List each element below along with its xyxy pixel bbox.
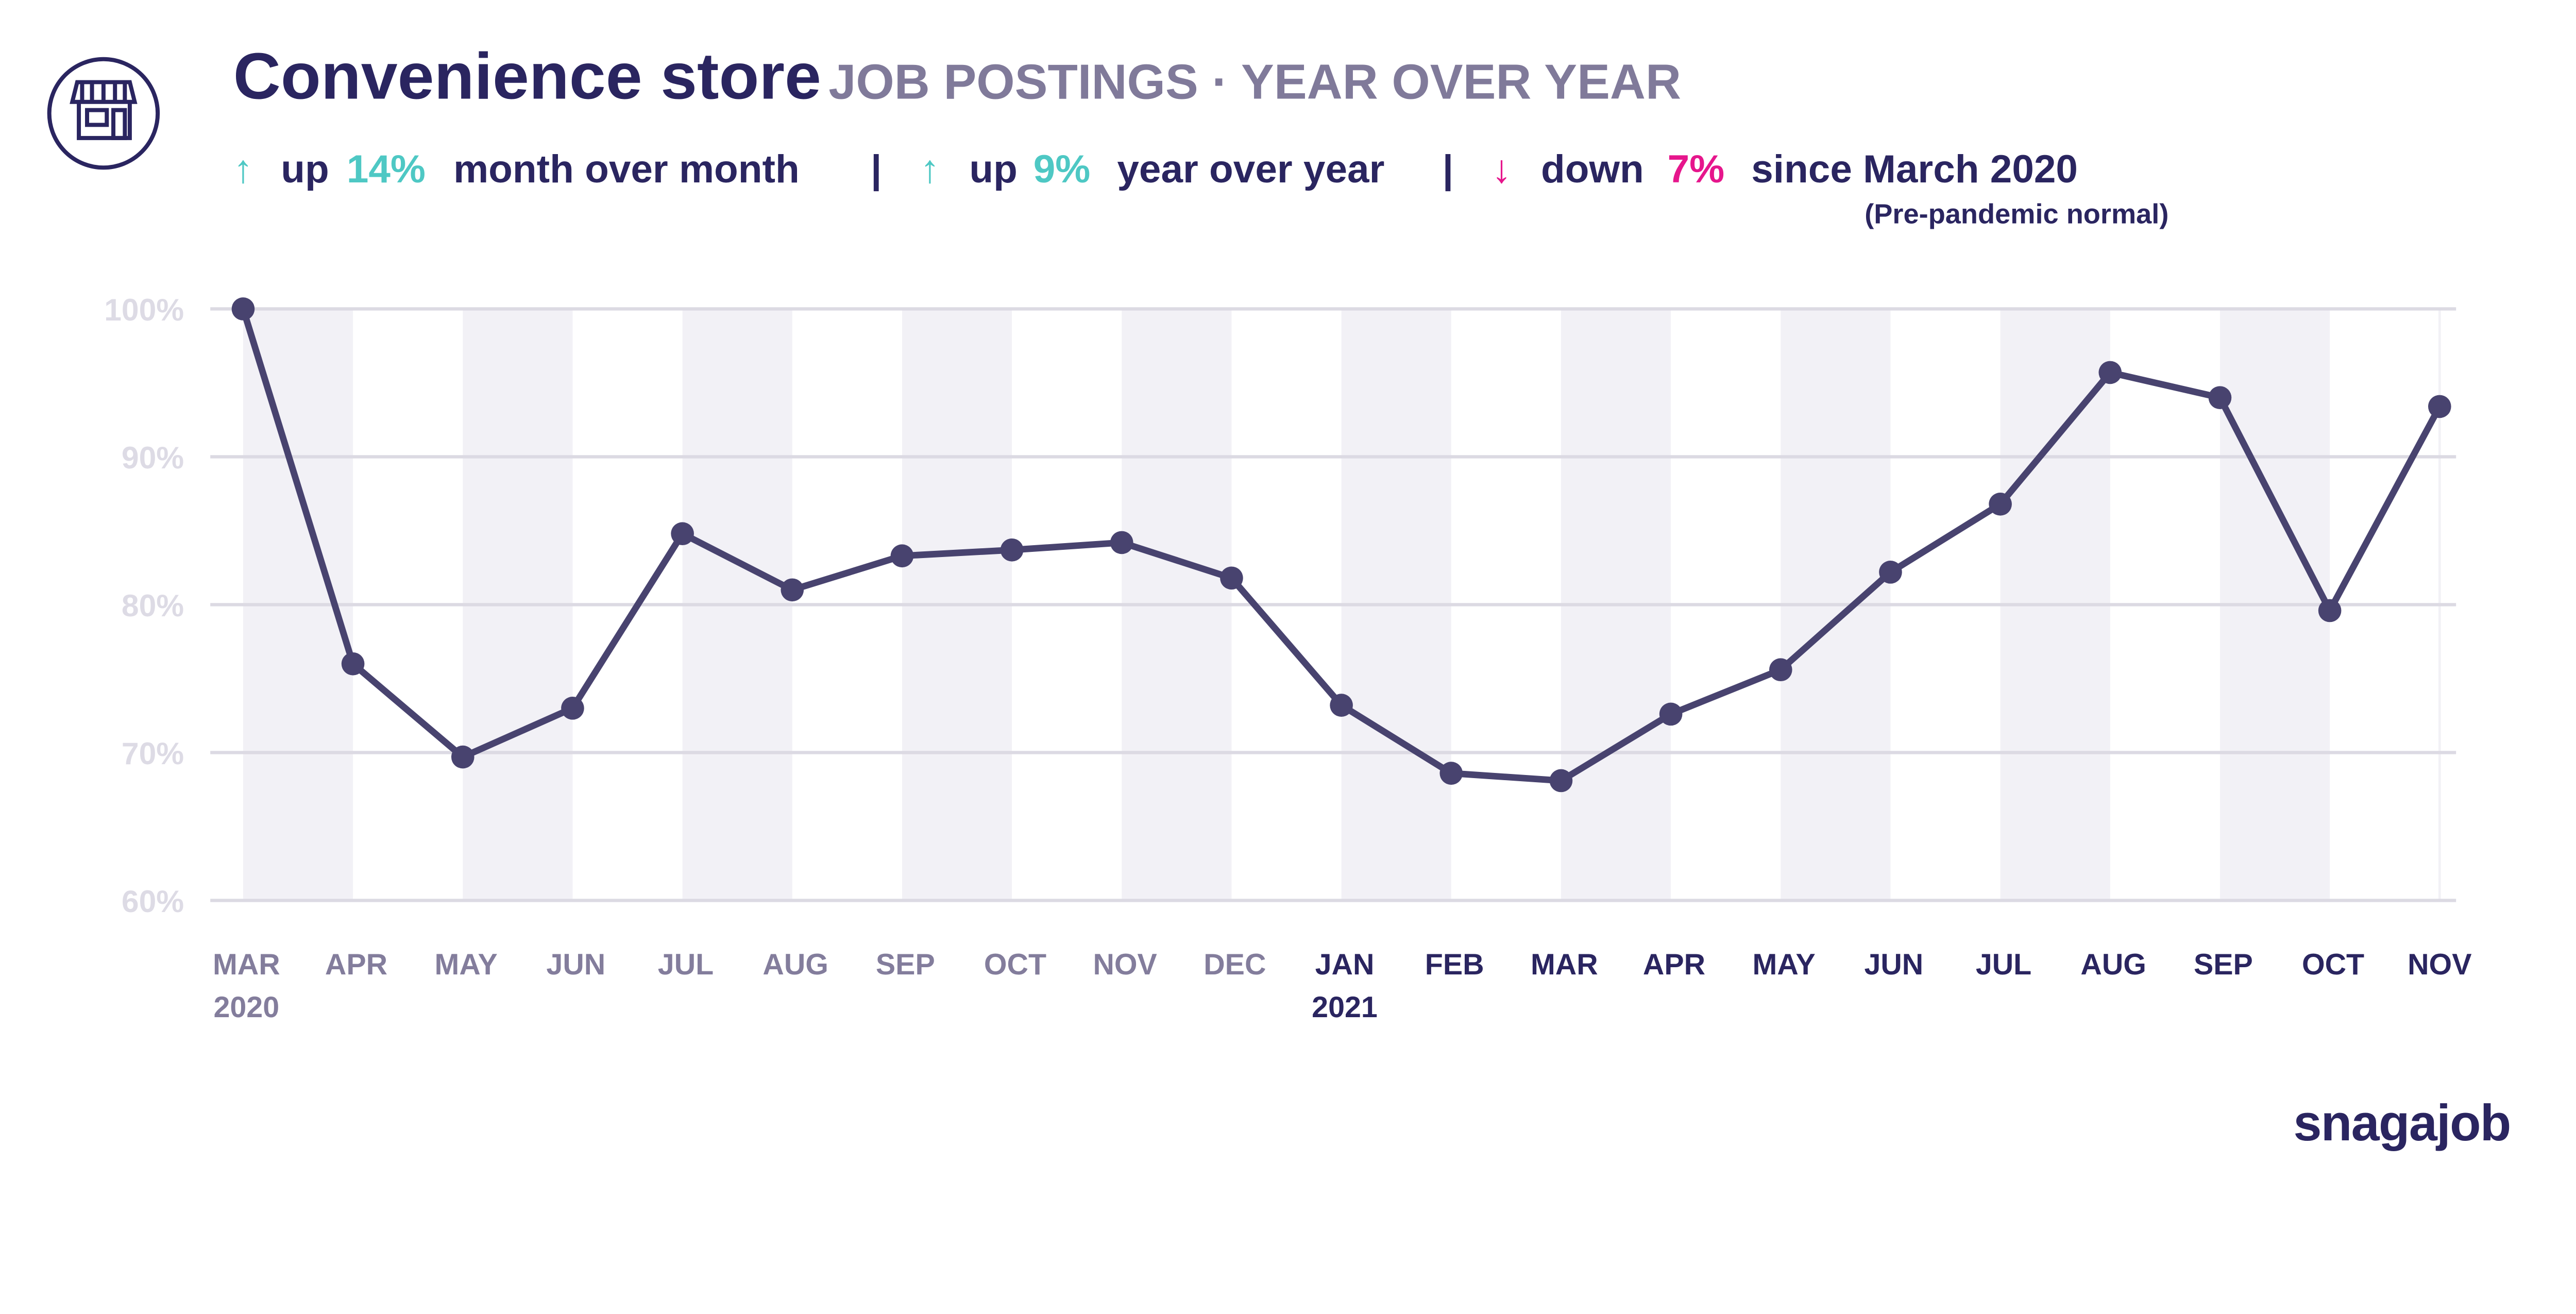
- data-point: [341, 652, 365, 676]
- x-tick-label: AUG: [2080, 948, 2146, 981]
- x-tick-label: MAR: [213, 948, 280, 981]
- x-tick-label: SEP: [876, 948, 935, 981]
- data-point: [2318, 599, 2342, 622]
- data-point: [1110, 531, 1133, 554]
- data-point: [1769, 658, 1792, 682]
- y-tick-label: 70%: [122, 736, 184, 771]
- stat-since-march: ↓ down 7% since March 2020: [1492, 147, 2078, 191]
- y-tick-label: 60%: [122, 884, 184, 919]
- data-point: [890, 544, 914, 568]
- x-tick-label: DEC: [1204, 948, 1266, 981]
- data-point: [1549, 769, 1573, 793]
- data-point: [781, 578, 804, 602]
- x-tick-label: NOV: [1093, 948, 1157, 981]
- x-tick-label: MAY: [435, 948, 498, 981]
- data-point: [2428, 395, 2451, 418]
- x-tick-label: JAN: [1315, 948, 1375, 981]
- chart-title: Convenience store JOB POSTINGS · YEAR OV…: [233, 40, 1681, 113]
- x-tick-label: MAY: [1753, 948, 1816, 981]
- data-point: [671, 522, 694, 546]
- series-line: [231, 297, 2451, 793]
- stat-yoy: ↑ up 9% year over year: [920, 147, 1385, 191]
- x-tick-label: OCT: [2302, 948, 2364, 981]
- up-arrow-icon: ↑: [920, 147, 940, 191]
- x-tick-label: AUG: [762, 948, 828, 981]
- x-tick-label: JUL: [1976, 948, 2031, 981]
- stat-separator: |: [1443, 147, 1453, 192]
- snagajob-logo: snagajob: [2294, 1094, 2511, 1151]
- data-point: [1000, 538, 1024, 562]
- data-point: [1659, 702, 1683, 726]
- data-point: [451, 745, 474, 769]
- data-point: [1439, 762, 1463, 785]
- up-arrow-icon: ↑: [233, 147, 253, 191]
- stat-separator: |: [871, 147, 882, 192]
- x-tick-label: JUL: [658, 948, 714, 981]
- data-point: [1220, 566, 1243, 590]
- chart-subtitle: JOB POSTINGS · YEAR OVER YEAR: [828, 54, 1681, 109]
- data-point: [1989, 492, 2012, 516]
- stat-mom: ↑ up 14% month over month: [233, 147, 800, 191]
- y-tick-label: 100%: [104, 292, 184, 327]
- gridlines: [210, 307, 2456, 902]
- x-tick-label: JUN: [546, 948, 605, 981]
- stat-note: (Pre-pandemic normal): [1865, 199, 2168, 230]
- down-arrow-icon: ↓: [1492, 147, 1511, 191]
- y-tick-label: 80%: [122, 588, 184, 623]
- x-tick-label: APR: [325, 948, 387, 981]
- data-point: [1879, 561, 1902, 584]
- y-tick-label: 90%: [122, 440, 184, 475]
- x-tick-label: NOV: [2408, 948, 2471, 981]
- data-point: [2098, 361, 2122, 384]
- x-tick-label: OCT: [984, 948, 1046, 981]
- x-tick-label: MAR: [1531, 948, 1598, 981]
- y-axis: 60% 70% 80% 90% 100%: [104, 292, 184, 919]
- x-tick-label: JUN: [1864, 948, 1923, 981]
- x-tick-label: APR: [1643, 948, 1705, 981]
- data-point: [561, 697, 584, 720]
- storefront-icon: [47, 57, 160, 170]
- x-year-label: 2020: [213, 991, 279, 1024]
- stats-row: ↑ up 14% month over month | ↑ up 9% year over …: [233, 147, 2169, 230]
- x-tick-label: SEP: [2194, 948, 2253, 981]
- data-point: [1330, 694, 1353, 717]
- x-axis: MAR 2020 APR MAY JUN JUL AUG SEP OCT NOV DEC JAN 202…: [213, 948, 2472, 1024]
- data-point: [2208, 386, 2232, 410]
- x-tick-label: FEB: [1425, 948, 1484, 981]
- chart-figure: Convenience store JOB POSTINGS · YEAR OV…: [47, 40, 2511, 1151]
- data-point: [231, 297, 255, 321]
- x-year-label: 2021: [1312, 991, 1378, 1024]
